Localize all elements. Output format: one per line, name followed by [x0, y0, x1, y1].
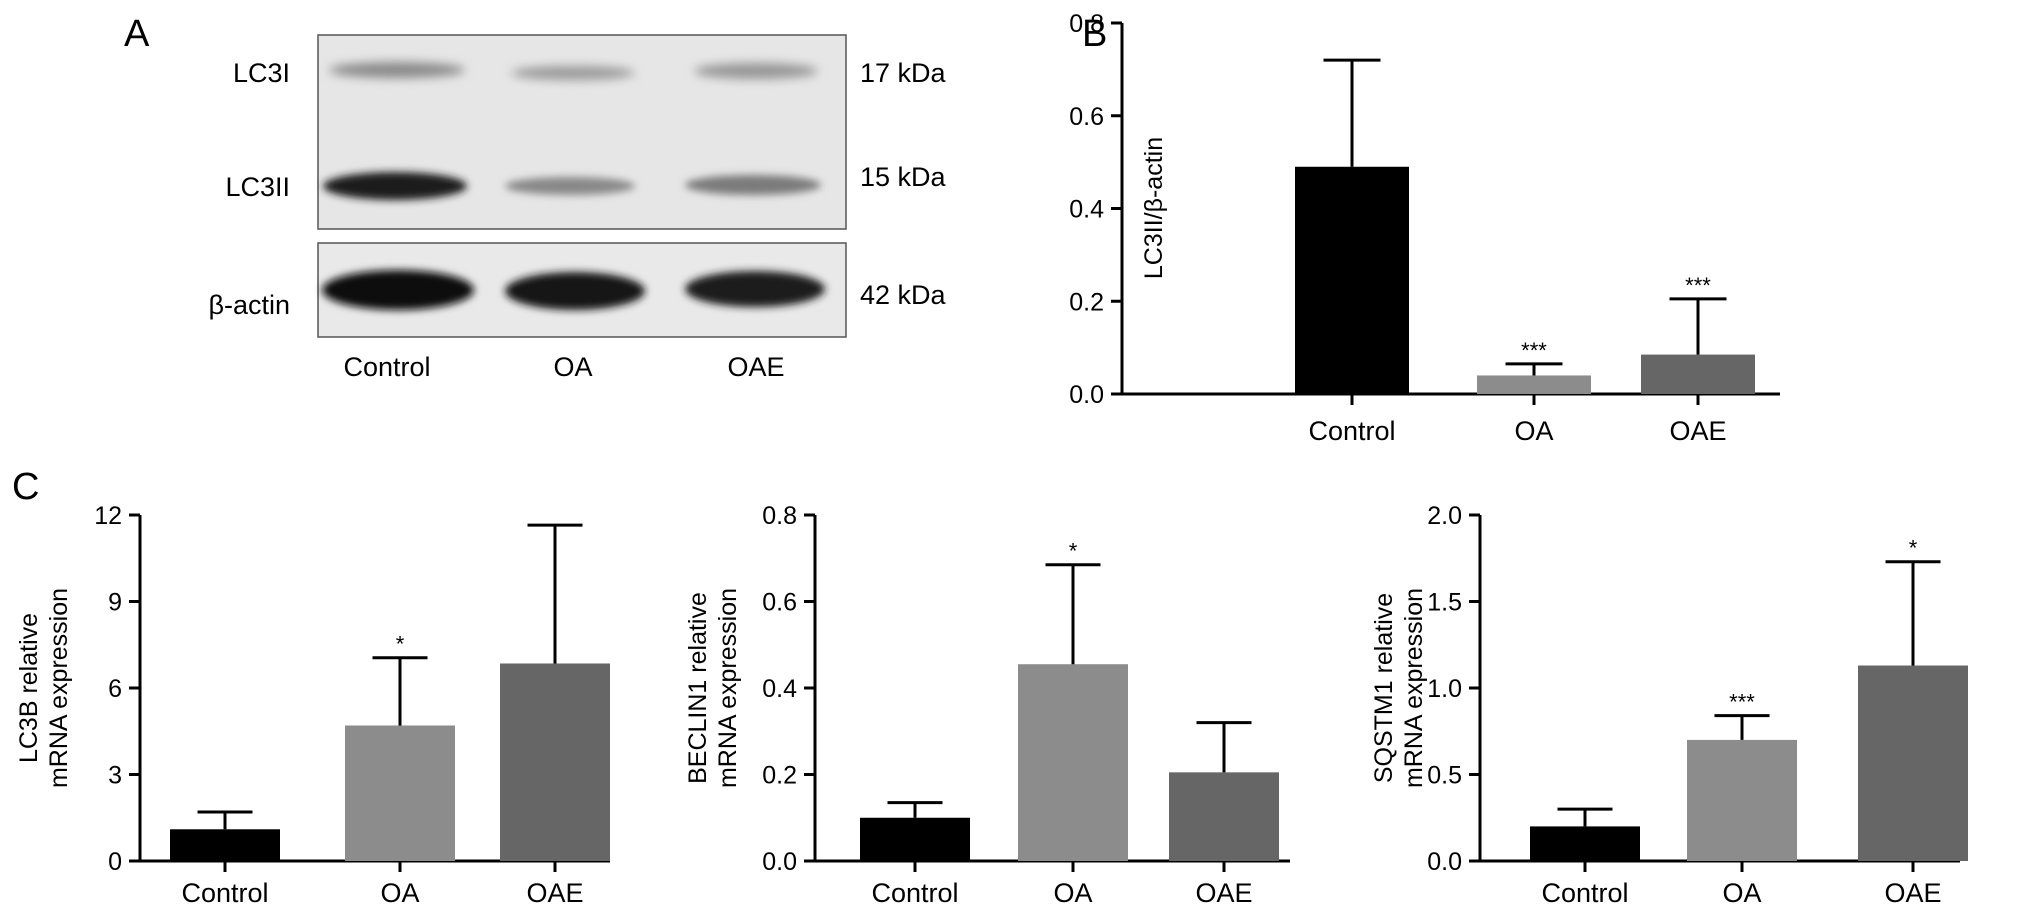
x-category-label: OAE — [1669, 416, 1726, 446]
bar-oae — [1169, 772, 1279, 861]
x-category-label: OA — [1722, 878, 1761, 908]
bar-oae — [1858, 665, 1968, 861]
band-actin-oae — [685, 271, 825, 307]
band-actin-oa — [505, 272, 645, 310]
x-category-label: OAE — [1884, 878, 1941, 908]
blot-label-lc3i: LC3I — [233, 58, 290, 88]
x-category-label: OAE — [1195, 878, 1252, 908]
y-tick-label: 3 — [108, 762, 122, 790]
y-tick-label: 0.4 — [762, 675, 797, 703]
x-category-label: Control — [181, 878, 268, 908]
y-tick-label: 0.5 — [1427, 762, 1462, 790]
blot-lane-control: Control — [343, 352, 430, 382]
western-blot: LC3I LC3II β-actin 17 kDa 15 kDa 42 kDa … — [208, 34, 947, 382]
y-tick-label: 0.8 — [762, 502, 797, 530]
blot-size-42kda: 42 kDa — [860, 280, 947, 310]
x-category-label: OA — [380, 878, 419, 908]
y-tick-label: 0.0 — [1069, 381, 1104, 409]
blot-lane-oa: OA — [553, 352, 592, 382]
bar-oa — [1477, 375, 1591, 394]
blot-lane-oae: OAE — [727, 352, 784, 382]
band-lc3i-oa — [511, 66, 635, 80]
y-tick-label: 0.6 — [1069, 103, 1104, 131]
y-tick-label: 0.2 — [1069, 288, 1104, 316]
y-tick-label: 9 — [108, 589, 122, 617]
y-tick-label: 0.6 — [762, 589, 797, 617]
y-tick-label: 0.0 — [762, 848, 797, 876]
x-category-label: OA — [1514, 416, 1553, 446]
y-tick-label: 0.8 — [1069, 10, 1104, 38]
band-actin-control — [322, 270, 474, 310]
significance-marker: * — [396, 632, 405, 657]
band-lc3ii-oae — [685, 175, 821, 195]
bar-control — [860, 817, 970, 861]
chart-sqstm1-mrna: 0.0 0.5 1.0 1.5 2.0 Control OA *** OAE * SQSTM1 re… — [1370, 502, 1968, 908]
chart-beclin1-mrna: 0.0 0.2 0.4 0.6 0.8 Control OA * OAE BECLIN1 rela… — [684, 502, 1290, 908]
chart-lc3b-mrna: 0 3 6 9 12 Control OA * OAE LC3B relative mRNA exp… — [15, 502, 610, 908]
y-tick-label: 6 — [108, 675, 122, 703]
bar-oae — [500, 663, 610, 861]
blot-size-17kda: 17 kDa — [860, 58, 947, 88]
blot-size-15kda: 15 kDa — [860, 162, 947, 192]
y-axis-label-line1: BECLIN1 relative — [684, 592, 712, 784]
x-category-label: OA — [1053, 878, 1092, 908]
y-tick-label: 0.2 — [762, 762, 797, 790]
panel-letter-c: C — [12, 466, 39, 508]
panel-letter-b: B — [1082, 13, 1107, 55]
panel-letter-a: A — [124, 13, 150, 55]
y-tick-label: 0 — [108, 848, 122, 876]
blot-membrane-actin — [317, 242, 847, 338]
significance-marker: *** — [1521, 338, 1547, 363]
y-axis-label-line2: mRNA expression — [714, 588, 742, 788]
band-lc3ii-oa — [505, 177, 635, 195]
bar-control — [1530, 826, 1640, 861]
x-category-label: Control — [1308, 416, 1395, 446]
chart-lc3ii-actin: 0.0 0.2 0.4 0.6 0.8 Control OA *** OAE *** LC3II/β… — [1069, 10, 1780, 446]
bar-oa — [345, 725, 455, 861]
band-lc3i-control — [329, 62, 465, 78]
bar-control — [1295, 166, 1409, 394]
bar-control — [170, 829, 280, 861]
y-axis-label-line1: SQSTM1 relative — [1370, 593, 1398, 783]
x-category-label: Control — [871, 878, 958, 908]
y-tick-label: 12 — [94, 502, 122, 530]
bar-oa — [1018, 664, 1128, 861]
y-axis-label-line2: mRNA expression — [45, 588, 73, 788]
significance-marker: * — [1069, 539, 1078, 564]
bar-oae — [1641, 354, 1755, 394]
y-tick-label: 1.0 — [1427, 675, 1462, 703]
significance-marker: *** — [1685, 273, 1711, 298]
y-tick-label: 0.0 — [1427, 848, 1462, 876]
band-lc3i-oae — [694, 63, 818, 79]
blot-label-actin: β-actin — [208, 290, 290, 320]
x-category-label: Control — [1541, 878, 1628, 908]
bar-oa — [1687, 739, 1797, 861]
significance-marker: *** — [1729, 690, 1755, 715]
x-category-label: OAE — [526, 878, 583, 908]
blot-label-lc3ii: LC3II — [225, 172, 290, 202]
y-axis-label: LC3II/β-actin — [1140, 137, 1168, 279]
y-tick-label: 2.0 — [1427, 502, 1462, 530]
y-tick-label: 1.5 — [1427, 589, 1462, 617]
y-axis-label-line1: LC3B relative — [15, 613, 43, 763]
blot-membrane-lc3 — [317, 34, 847, 230]
band-lc3ii-control — [323, 172, 467, 200]
significance-marker: * — [1909, 536, 1918, 561]
y-tick-label: 0.4 — [1069, 196, 1104, 224]
y-axis-label-line2: mRNA expression — [1400, 588, 1428, 788]
